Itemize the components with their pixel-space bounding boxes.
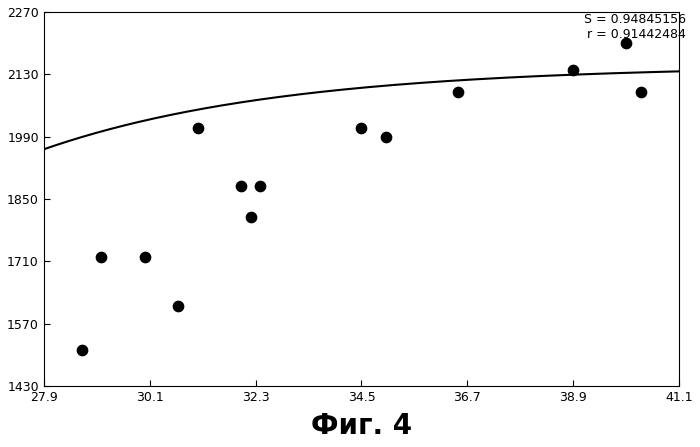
Point xyxy=(356,124,367,131)
X-axis label: Фиг. 4: Фиг. 4 xyxy=(311,412,412,440)
Point xyxy=(139,253,150,260)
Point xyxy=(380,133,391,140)
Point xyxy=(235,182,246,189)
Point xyxy=(452,89,463,96)
Point xyxy=(76,347,88,354)
Point xyxy=(193,124,204,131)
Point xyxy=(245,213,256,220)
Text: S = 0.94845156
r = 0.91442484: S = 0.94845156 r = 0.91442484 xyxy=(584,13,686,42)
Point xyxy=(568,66,579,73)
Point xyxy=(635,89,646,96)
Point xyxy=(173,302,184,309)
Point xyxy=(255,182,266,189)
Point xyxy=(621,39,632,46)
Point xyxy=(96,253,107,260)
